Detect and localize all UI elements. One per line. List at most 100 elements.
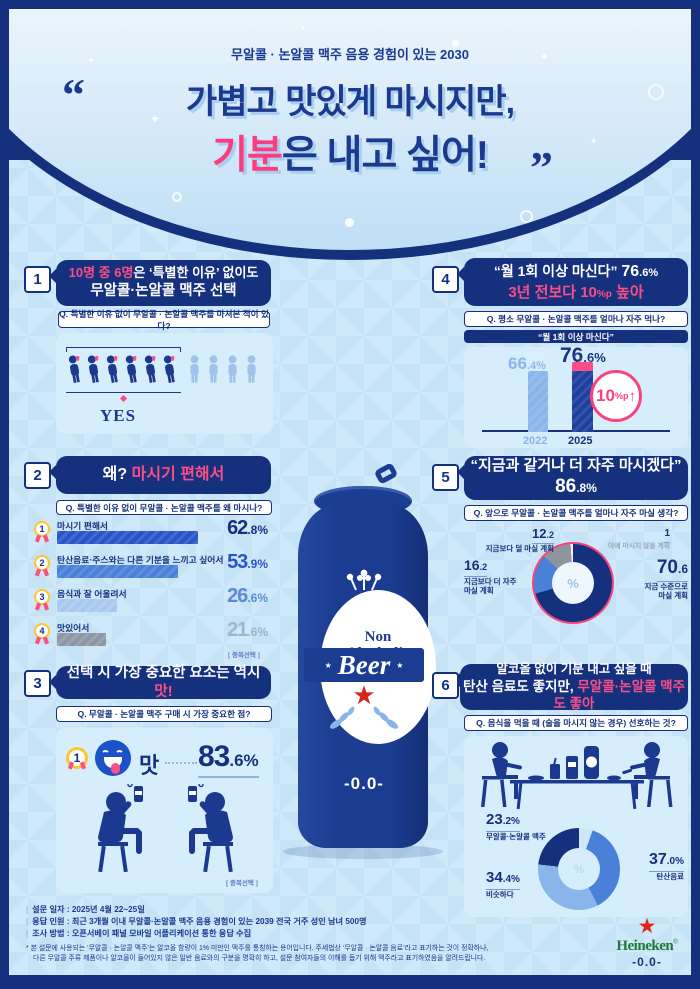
sparkle-icon: ✦ xyxy=(88,56,95,65)
heineken-logo: ★ Heineken® -0.0- xyxy=(602,916,692,969)
hero-title-line1: 가볍고 맛있게 마시지만, xyxy=(185,83,515,121)
dotted-leader xyxy=(165,762,197,764)
laurel-icon xyxy=(329,706,399,729)
heineken-wordmark: Heineken xyxy=(616,938,674,954)
taste-value: 83.6% xyxy=(198,740,259,778)
donut-center: % xyxy=(558,848,600,890)
taste-label: 맛 xyxy=(139,753,160,778)
section-6-title: 알코올 없이 기분 내고 싶을 때 탄산 음료도 좋지만, 무알콜·논알콜 맥주… xyxy=(453,662,688,711)
section-4-badge: 4 xyxy=(432,266,459,293)
can-tab-icon xyxy=(373,462,399,485)
donut-center: % xyxy=(552,562,594,604)
slice-soda-label: 37.0% 탄산음료 xyxy=(648,851,684,881)
bubble-icon xyxy=(452,40,459,47)
bar-2025-increase-cap xyxy=(572,361,593,371)
rank-2-label: 탄산음료·주스와는 다른 기분을 느끼고 싶어서 xyxy=(57,555,224,565)
slice-none-label: 1 아예 마시지 않을 계획 xyxy=(608,528,670,550)
sparkle-icon: ✦ xyxy=(300,25,306,32)
rank-1-bar xyxy=(57,531,199,544)
rank-4-label: 맛있어서 xyxy=(57,623,90,633)
beer-can-illustration: Non Alcoholic ★ Beer ★ ★ xyxy=(283,452,443,862)
section-5-badge: 5 xyxy=(432,464,459,491)
bar-2022-slot xyxy=(528,347,548,432)
person-icon xyxy=(228,355,237,383)
person-icon xyxy=(247,355,256,383)
increase-badge: 10 %p ↑ xyxy=(590,370,642,422)
heineken-zero: -0.0- xyxy=(632,955,662,969)
survey-respondents: | 응답 인원 : 최근 3개월 이내 무알콜·논알콜 맥주 음용 경험이 있는 … xyxy=(26,917,367,926)
taste-smiley-icon xyxy=(95,740,131,776)
year-2022-label: 2022 xyxy=(523,435,548,447)
section-4-subheader: “월 1회 이상 마신다” xyxy=(464,330,688,343)
bar-2025 xyxy=(572,361,593,432)
section-3-panel xyxy=(56,728,273,893)
preference-donut: % xyxy=(538,828,620,910)
yes-label: YES xyxy=(100,406,137,425)
sparkle-icon: ✦ xyxy=(540,52,549,63)
rank-4-medal: 4 xyxy=(34,623,50,639)
hero-title-highlight: 기분 xyxy=(212,134,283,177)
hero-title-line2: 기분은 내고 싶어! xyxy=(212,134,489,177)
survey-date: | 설문 일자 : 2025년 4월 22~25일 xyxy=(26,905,145,914)
section-2-question: Q. 특별한 이유 없이 무알콜 · 논알콜 맥주를 왜 마시나? xyxy=(56,500,272,515)
slice-similar-label: 34.4% 비슷하다 xyxy=(486,869,520,899)
slice-less-label: 12.2 지금보다 덜 마실 계획 xyxy=(485,526,554,554)
rank-1-label: 마시기 편해서 xyxy=(57,521,109,531)
bar-2022-value: 66.4% xyxy=(508,354,546,373)
multi-select-note: [ 중복선택 ] xyxy=(226,880,258,887)
rank-1-medal: 1 xyxy=(66,747,88,769)
people-drinking-illustration xyxy=(98,784,233,873)
rank-3-label: 음식과 잘 어울려서 xyxy=(57,589,127,599)
rank-4-bar xyxy=(57,633,106,646)
rank-2-medal: 2 xyxy=(34,555,50,571)
dining-table-illustration xyxy=(481,742,673,810)
section-4-title: “월 1회 이상 마신다” 76.6% 3년 전보다 10%p 높아 xyxy=(457,258,688,306)
multi-select-note: [ 중복선택 ] xyxy=(228,652,260,659)
sparkle-icon: ✦ xyxy=(150,112,161,126)
can-name: Beer xyxy=(337,649,391,680)
section-5-question: Q. 앞으로 무알콜 · 논알콜 맥주를 얼마나 자주 마실 생각? xyxy=(464,505,688,521)
can-abv: -0.0- xyxy=(344,774,384,793)
can-band: ★ Beer ★ xyxy=(304,648,424,682)
hero-subtitle: 무알콜 · 논알콜 맥주 음용 경험이 있는 2030 xyxy=(231,47,469,62)
section-2-title: 왜? 마시기 편해서 xyxy=(49,456,271,494)
slice-same-label: 70.6 지금 수준으로 마실 계획 xyxy=(644,557,688,601)
section-1-question: Q. 특별한 이유 없이 무알콜 · 논알콜 맥주를 마셔본 적이 있다? xyxy=(58,308,270,331)
section-2-badge: 2 xyxy=(24,462,51,489)
heineken-star-icon: ★ xyxy=(637,915,657,938)
section-1-title: 10명 중 6명은 ‘특별한 이유’ 없이도 무알콜·논알콜 맥주 선택 xyxy=(49,260,271,306)
rank-2-value: 53.9% xyxy=(227,551,268,573)
bar-2022 xyxy=(528,370,548,432)
bar-2025-slot xyxy=(572,347,593,432)
red-star-icon: ★ xyxy=(352,680,376,710)
rank-2-bar xyxy=(57,565,179,578)
section-3-title: 선택 시 가장 중요한 요소는 역시 맛! xyxy=(49,665,271,700)
pictogram-people xyxy=(66,354,260,385)
bar-2025-value: 76.6% xyxy=(560,344,606,367)
rank-1-medal: 1 xyxy=(34,521,50,537)
section-4-question: Q. 평소 무알콜 · 논알콜 맥주를 얼마나 자주 먹나? xyxy=(464,311,688,327)
section-1-badge: 1 xyxy=(24,266,51,293)
slice-nonalc-label: 23.2% 무알콜·논알콜 맥주 xyxy=(486,811,546,841)
bubble-icon xyxy=(520,210,533,223)
section-6-question: Q. 음식을 먹을 때 (술을 마시지 않는 경우) 선호하는 것? xyxy=(464,715,688,731)
wheat-icon xyxy=(346,569,382,591)
survey-method: | 조사 방법 : 오픈서베이 패널 모바일 어플리케이션 통한 응답 수집 xyxy=(26,929,252,938)
person-yes-icon xyxy=(158,353,180,386)
section-5-title: “지금과 같거나 더 자주 마시겠다” 86.8% xyxy=(457,456,688,500)
person-icon xyxy=(209,355,218,383)
section-1-panel xyxy=(56,333,273,434)
disclaimer: * 본 설문에 사용되는 ‘무알콜 · 논알콜 맥주’는 알코올 함량이 1% … xyxy=(26,945,489,963)
bubble-icon xyxy=(648,84,664,100)
rank-3-bar xyxy=(57,599,117,612)
person-icon xyxy=(190,355,199,383)
bubble-icon xyxy=(345,218,354,227)
rank-1-value: 62.8% xyxy=(227,517,268,539)
section-3-badge: 3 xyxy=(24,670,51,697)
can-line1: Non xyxy=(364,629,392,645)
rank-4-value: 21.6% xyxy=(227,619,268,641)
slice-more-label: 16.2 지금보다 더 자주 마실 계획 xyxy=(464,557,517,595)
sparkle-icon: ✦ xyxy=(590,136,598,146)
rank-3-value: 26.6% xyxy=(227,585,268,607)
